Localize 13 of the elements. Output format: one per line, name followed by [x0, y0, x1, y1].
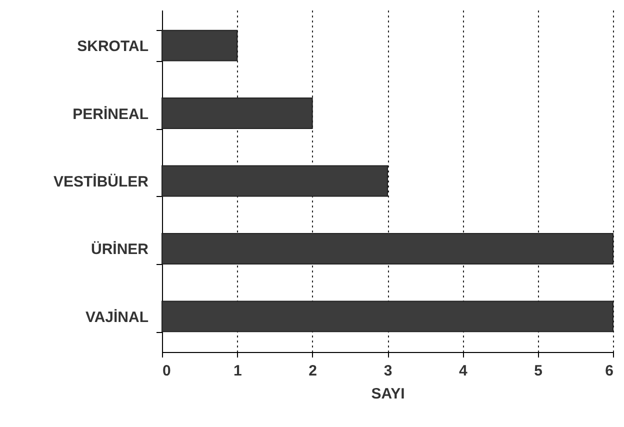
y-tick-label: ÜRİNER — [90, 241, 149, 258]
y-tick-label: VESTİBÜLER — [53, 174, 149, 190]
y-tick-label: VAJİNAL — [85, 308, 148, 326]
y-tick-label: PERİNEAL — [72, 106, 148, 123]
x-tick-label: 3 — [384, 362, 392, 380]
x-tick-label: 1 — [233, 362, 242, 380]
x-tick-label: 2 — [308, 362, 318, 380]
x-tick-label: 0 — [162, 362, 171, 380]
x-tick-label: 5 — [534, 362, 543, 380]
x-axis-title: SAYI — [371, 386, 405, 402]
x-tick-label: 6 — [605, 362, 614, 380]
x-tick-label: 4 — [458, 362, 468, 380]
y-tick-label: SKROTAL — [77, 38, 148, 56]
